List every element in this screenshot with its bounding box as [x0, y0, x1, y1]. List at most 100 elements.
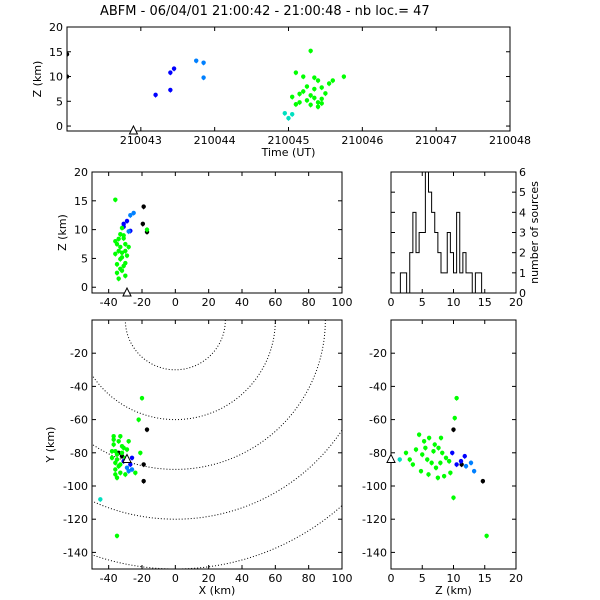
xy-point-tip-38 [118, 464, 123, 468]
xy-panel: -40 -20 0 20 40 60 80 100 -140 -120 -100 -80 -60 -40 -… [44, 319, 353, 597]
time-height-ytick-label-0: 0 [56, 120, 63, 133]
time-height-content [67, 48, 347, 122]
histogram-bin-19 [460, 273, 463, 293]
histogram-ylabel: number of sources [528, 181, 541, 284]
histogram-ytick-label-4: 4 [519, 206, 526, 219]
zy-point-tip-7 [468, 462, 474, 466]
xz-point-tip-23 [124, 255, 130, 259]
xy-point-tip-24 [119, 452, 125, 456]
xz-point-tip-8 [131, 212, 136, 216]
xz-point-tip-1 [140, 223, 146, 227]
zy-point-tip-38 [484, 535, 489, 539]
xy-point-tip-9 [129, 469, 135, 473]
figure-title: ABFM - 06/04/01 21:00:42 - 21:00:48 - nb… [100, 4, 430, 19]
xy-point-tip-19 [113, 462, 118, 466]
xz-ytick-label-0: 0 [81, 281, 88, 294]
xz-point-tip-30 [126, 246, 131, 250]
time-height-point-tip-33 [282, 113, 288, 117]
zy-point-tip-0 [451, 429, 456, 433]
time-height-point-tip-25 [297, 102, 302, 106]
xy-point-tip-18 [109, 457, 115, 461]
xz-point-tip-7 [128, 215, 133, 219]
xy-ytick-label-0: -140 [63, 546, 88, 559]
xz-ytick-label-4: 20 [74, 166, 88, 179]
xy-xtick-label-4: 40 [235, 572, 249, 585]
xy-xtick-label-5: 60 [268, 572, 282, 585]
xy-point-tip-34 [111, 436, 116, 440]
xz-point-tip-13 [114, 244, 120, 248]
xy-point-tip-8 [129, 457, 135, 461]
zy-point-tip-27 [418, 471, 424, 475]
time-height-point-tip-13 [315, 80, 321, 84]
xy-point-tip-2 [141, 481, 146, 485]
zy-point-tip-25 [429, 462, 434, 466]
zy-point-tip-6 [462, 456, 467, 460]
xy-xlabel: X (km) [199, 584, 236, 597]
time-height-point-tip-6 [194, 60, 199, 64]
xz-point-tip-10 [113, 199, 118, 203]
xy-point-tip-13 [136, 419, 141, 423]
time-height-point-tip-17 [312, 88, 317, 92]
zy-station-marker-0 [386, 453, 396, 463]
histogram-xtick-label-3: 15 [478, 296, 492, 309]
zy-point-tip-15 [432, 444, 437, 448]
time-height-point-tip-26 [293, 104, 299, 108]
xy-point-tip-10 [126, 471, 131, 475]
zy-xtick-label-2: 10 [447, 572, 461, 585]
zy-point-tip-12 [416, 434, 422, 438]
xz-point-tip-32 [121, 235, 126, 239]
xz-xtick-label-4: 40 [235, 296, 249, 309]
xy-point-tip-21 [113, 469, 118, 473]
xy-point-tip-26 [124, 449, 130, 453]
time-height-point-tip-18 [301, 91, 306, 95]
xy-point-tip-22 [118, 472, 123, 476]
xz-xtick-label-6: 80 [302, 296, 316, 309]
xy-point-tip-17 [114, 454, 120, 458]
zy-point-tip-39 [397, 459, 402, 463]
zy-point-tip-20 [407, 459, 412, 463]
xy-ytick-label-1: -120 [63, 513, 88, 526]
zy-point-tip-18 [443, 457, 449, 461]
xz-point-tip-19 [121, 265, 126, 269]
xy-xtick-label-3: 20 [202, 572, 216, 585]
zy-point-tip-37 [451, 497, 456, 501]
zy-point-tip-10 [454, 398, 459, 402]
xy-point-tip-28 [111, 439, 116, 443]
histogram-bin-13 [441, 273, 444, 293]
histogram-xtick-label-0: 0 [388, 296, 395, 309]
xy-ytick-label-4: -60 [70, 414, 88, 427]
zy-ytick-label-3: -80 [369, 447, 387, 460]
zy-ytick-label-4: -60 [369, 414, 387, 427]
xz-point-tip-27 [118, 246, 123, 250]
zy-content [397, 395, 489, 539]
zy-ytick-label-6: -20 [369, 347, 387, 360]
xz-point-tip-18 [118, 259, 123, 263]
xy-point-tip-1 [141, 464, 146, 468]
xz-content [113, 197, 150, 282]
zy-point-tip-29 [435, 477, 441, 481]
time-height-point-tip-28 [319, 98, 324, 102]
zy-point-tip-16 [436, 447, 441, 451]
zy-point-tip-31 [448, 472, 453, 476]
xz-point-tip-12 [118, 234, 123, 238]
xz-point-tip-36 [144, 229, 150, 233]
xz-frame [91, 171, 343, 294]
zy-point-tip-32 [423, 447, 428, 451]
zy-frame [390, 319, 517, 570]
xy-point-tip-20 [116, 466, 121, 470]
xz-xtick-label-0: -40 [100, 296, 118, 309]
xy-point-tip-39 [113, 474, 118, 478]
xz-point-tip-3 [124, 220, 130, 224]
zy-xtick-label-4: 20 [509, 572, 523, 585]
histogram-bin-7 [422, 233, 425, 294]
xz-point-tip-34 [118, 268, 123, 272]
time-height-point-tip-36 [319, 87, 324, 91]
zy-point-tip-5 [450, 452, 455, 456]
xz-ytick-label-3: 15 [74, 195, 88, 208]
xy-point-tip-35 [119, 446, 125, 450]
xy-point-tip-0 [144, 429, 150, 433]
xy-point-tip-31 [133, 472, 138, 476]
time-height-point-tip-1 [67, 76, 70, 80]
